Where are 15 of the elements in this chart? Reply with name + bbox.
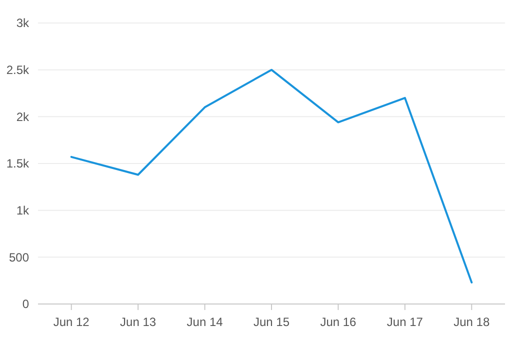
y-tick-label: 500 <box>8 250 30 264</box>
x-tick-label: Jun 17 <box>386 315 424 329</box>
x-tick-label: Jun 14 <box>186 315 224 329</box>
y-tick-label: 2k <box>16 110 30 124</box>
x-tick-label: Jun 12 <box>53 315 90 329</box>
x-tick-label: Jun 15 <box>253 315 290 329</box>
x-tick-label: Jun 16 <box>320 315 357 329</box>
y-tick-label: 0 <box>22 297 30 312</box>
x-tick-label: Jun 18 <box>454 315 490 329</box>
y-tick-label: 2.5k <box>6 63 30 78</box>
y-tick-label: 1k <box>16 204 30 218</box>
y-tick-label: 1.5k <box>6 156 30 171</box>
y-tick-label: 3k <box>16 16 30 30</box>
line-series <box>70 68 473 284</box>
x-tick-label: Jun 13 <box>120 315 156 329</box>
